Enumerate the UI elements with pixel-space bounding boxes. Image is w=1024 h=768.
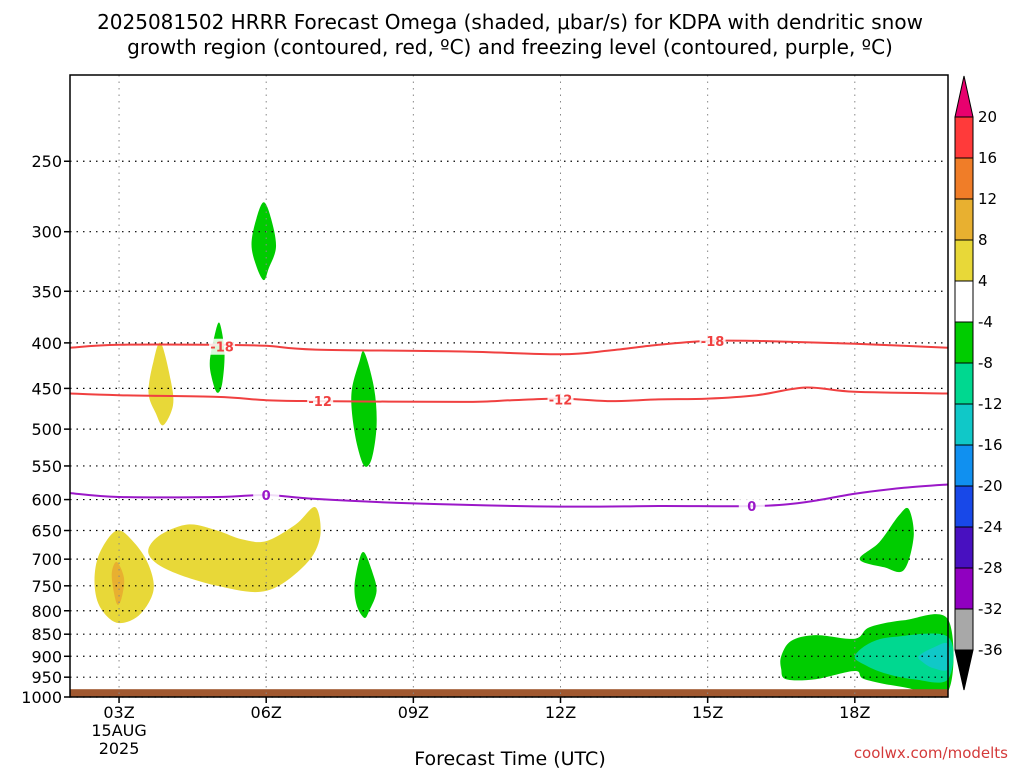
y-tick-label: 300 <box>31 223 62 242</box>
contour-label-bg <box>253 487 280 504</box>
omega-region-3 <box>148 507 321 593</box>
x-tick-label: 09Z <box>398 703 429 722</box>
contour-label-bg <box>699 332 726 349</box>
y-tick-label: 650 <box>31 522 62 541</box>
plot-area: -18 -18 -12 -12 0 0 250 300 350 400 450 500 550 600 65… <box>21 74 954 758</box>
colorbar-label: -36 <box>978 641 1003 659</box>
y-tick-label: 250 <box>31 152 62 171</box>
colorbar-swatch <box>954 362 974 405</box>
y-tick-label: 1000 <box>21 688 62 707</box>
omega-region-5 <box>209 322 225 393</box>
omega-region-1 <box>111 561 125 605</box>
omega-region-10 <box>854 633 954 683</box>
colorbar-label: -16 <box>978 436 1003 454</box>
x-tick-label: 06Z <box>251 703 282 722</box>
contour-label: 0 <box>262 489 271 504</box>
y-tick-label: 750 <box>31 577 62 596</box>
colorbar-swatch <box>954 116 974 159</box>
colorbar-label: 4 <box>978 272 988 290</box>
colorbar-label: -20 <box>978 477 1003 495</box>
colorbar-label: -4 <box>978 313 993 331</box>
ground-layer <box>70 689 948 697</box>
contour-label: 0 <box>747 500 756 515</box>
colorbar-swatch <box>954 444 974 487</box>
colorbar-up-arrow <box>954 75 974 118</box>
contour-line <box>69 386 949 403</box>
x-tick-sublabel: 2025 <box>99 739 140 758</box>
y-tick-label: 350 <box>31 282 62 301</box>
colorbar: 20 16 12 8 4 -4 -8 -12 -16 -20 -24 -28 -32 -36 <box>954 75 1003 691</box>
colorbar-label: -12 <box>978 395 1003 413</box>
y-tick-label: 800 <box>31 602 62 621</box>
omega-region-8 <box>859 507 914 573</box>
y-tick-label: 900 <box>31 647 62 666</box>
y-tick-label: 700 <box>31 550 62 569</box>
y-tick-label: 600 <box>31 491 62 510</box>
contour-label: -18 <box>210 341 234 356</box>
credit-text: coolwx.com/modelts <box>854 744 1008 762</box>
contour-label-bg <box>209 338 236 355</box>
y-tick-label: 450 <box>31 379 62 398</box>
y-tick-label: 400 <box>31 334 62 353</box>
contour-line <box>69 483 949 508</box>
colorbar-swatch <box>954 485 974 528</box>
colorbar-swatch <box>954 157 974 200</box>
omega-region-0 <box>94 530 154 624</box>
y-tick-label: 850 <box>31 625 62 644</box>
chart-title-line-2: growth region (contoured, red, ºC) and f… <box>127 35 893 59</box>
contour-label: -12 <box>308 395 332 410</box>
colorbar-swatch <box>954 239 974 282</box>
omega-region-4 <box>251 202 277 281</box>
colorbar-swatch <box>954 280 974 323</box>
y-tick-label: 950 <box>31 668 62 687</box>
colorbar-label: 20 <box>978 108 997 126</box>
x-tick-label: 03Z <box>103 703 134 722</box>
colorbar-label: 16 <box>978 149 997 167</box>
omega-region-6 <box>351 351 377 467</box>
x-tick-sublabel: 15AUG <box>91 721 146 740</box>
contour-label-bg <box>307 393 334 410</box>
colorbar-label: -24 <box>978 518 1003 536</box>
colorbar-label: -8 <box>978 354 993 372</box>
colorbar-swatch <box>954 403 974 446</box>
omega-region-11 <box>918 642 950 671</box>
contour-label-bg <box>738 497 765 514</box>
colorbar-swatch <box>954 567 974 610</box>
contour-label: -12 <box>549 393 573 408</box>
colorbar-label: -28 <box>978 559 1003 577</box>
colorbar-label: 12 <box>978 190 997 208</box>
colorbar-swatch <box>954 526 974 569</box>
y-tick-label: 500 <box>31 420 62 439</box>
omega-region-2 <box>148 342 174 426</box>
x-tick-label: 15Z <box>692 703 723 722</box>
colorbar-swatch <box>954 608 974 651</box>
colorbar-swatch <box>954 198 974 241</box>
contour-label-bg <box>547 391 574 408</box>
x-tick-label: 18Z <box>839 703 870 722</box>
y-tick-label: 550 <box>31 457 62 476</box>
colorbar-label: 8 <box>978 231 988 249</box>
omega-region-7 <box>354 551 377 619</box>
contour-label: -18 <box>701 335 725 350</box>
colorbar-down-arrow <box>954 649 974 691</box>
chart-title-line-1: 2025081502 HRRR Forecast Omega (shaded, … <box>97 10 923 34</box>
x-axis-label: Forecast Time (UTC) <box>414 748 605 768</box>
x-tick-label: 12Z <box>545 703 576 722</box>
contour-line <box>69 339 949 356</box>
colorbar-swatch <box>954 321 974 364</box>
colorbar-label: -32 <box>978 600 1003 618</box>
plot-frame <box>69 74 949 698</box>
